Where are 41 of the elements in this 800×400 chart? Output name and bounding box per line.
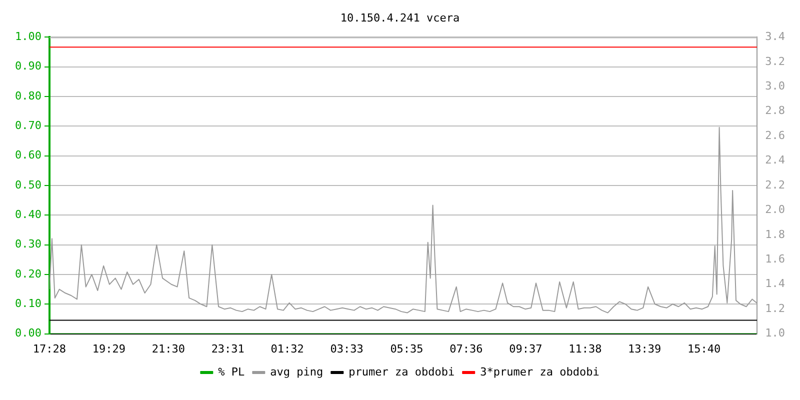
y2-tick-label: 2.8: [765, 104, 786, 118]
y-tick-label: 0.30: [14, 238, 42, 251]
y-tick-label: 0.90: [14, 60, 42, 73]
x-tick-label: 21:30: [152, 342, 185, 356]
y2-tick-label: 2.6: [765, 128, 786, 142]
y2-tick-label: 1.4: [765, 277, 786, 290]
x-tick-label: 23:31: [211, 342, 244, 356]
legend-label: % PL: [218, 365, 246, 378]
legend-label: prumer za obdobi: [348, 365, 455, 378]
y2-tick-label: 3.4: [765, 30, 786, 44]
y-tick-label: 0.70: [14, 119, 42, 132]
y2-tick-label: 3.2: [765, 54, 786, 68]
y2-tick-label: 1.6: [765, 252, 786, 266]
x-tick-label: 07:36: [450, 342, 483, 356]
x-tick-label: 01:32: [270, 342, 304, 356]
y2-tick-label: 1.2: [765, 302, 786, 315]
y2-tick-label: 1.8: [765, 228, 786, 241]
x-tick-label: 11:38: [568, 342, 602, 356]
y-tick-label: 0.40: [14, 208, 42, 222]
x-tick-label: 17:28: [32, 342, 66, 356]
y-tick-label: 0.50: [14, 178, 42, 192]
legend-label: avg ping: [270, 365, 324, 378]
legend-label: 3*prumer za obdobi: [480, 365, 600, 378]
x-tick-label: 19:29: [92, 342, 126, 356]
chart-title: 10.150.4.241 vcera: [340, 11, 460, 24]
y2-tick-label: 1.0: [765, 326, 786, 340]
x-tick-label: 09:37: [509, 342, 542, 356]
x-tick-label: 05:35: [390, 342, 424, 356]
y2-tick-label: 3.0: [765, 79, 786, 92]
y2-tick-label: 2.0: [765, 203, 786, 216]
y-tick-label: 0.20: [14, 267, 42, 280]
y2-tick-label: 2.4: [765, 154, 786, 167]
y-tick-label: 1.00: [14, 30, 42, 44]
y2-tick-label: 2.2: [765, 178, 786, 192]
x-tick-label: 03:33: [330, 342, 364, 356]
y-tick-label: 0.00: [14, 326, 42, 340]
x-tick-label: 13:39: [628, 342, 662, 356]
y-tick-label: 0.10: [14, 297, 42, 310]
y-tick-label: 0.60: [14, 148, 42, 162]
x-tick-label: 15:40: [687, 342, 721, 356]
y-tick-label: 0.80: [14, 89, 42, 102]
